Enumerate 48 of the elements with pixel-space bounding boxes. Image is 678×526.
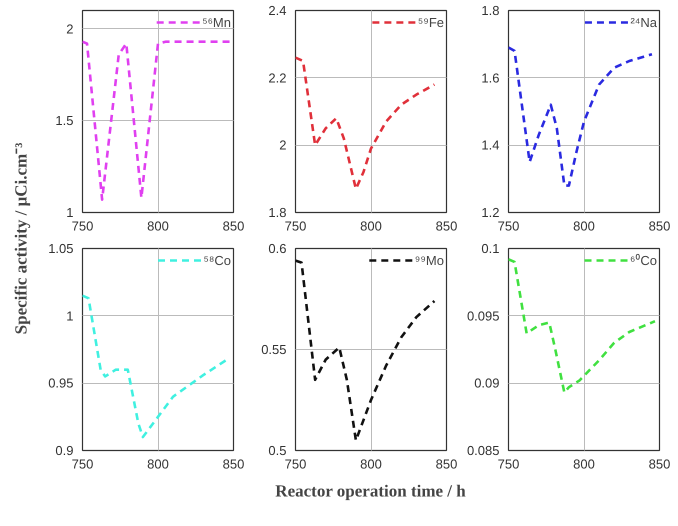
- x-tick-label: 800: [360, 456, 382, 472]
- y-tick-label: 2: [66, 21, 74, 36]
- legend-label: ²⁴Na: [630, 14, 657, 30]
- y-tick-label: 2.2: [268, 70, 287, 86]
- legend-label: ⁶⁰Co: [630, 252, 657, 269]
- y-tick-label: 1: [66, 205, 74, 220]
- x-tick-label: 750: [72, 456, 94, 472]
- legend-label: ⁵⁸Co: [204, 252, 231, 268]
- y-tick-label: 0.6: [268, 241, 287, 256]
- x-tick-label: 850: [222, 456, 244, 472]
- x-tick-label: 750: [498, 456, 520, 472]
- y-tick-label: 0.085: [466, 443, 500, 458]
- y-tick-label: 1.5: [55, 113, 74, 128]
- y-tick-label: 1.2: [481, 205, 500, 220]
- x-axis-title: Reactor operation time / h: [275, 481, 466, 500]
- y-tick-label: 0.95: [48, 376, 74, 391]
- y-tick-label: 1.05: [48, 241, 74, 256]
- legend-label: ⁹⁹Mo: [414, 252, 444, 268]
- x-tick-label: 750: [498, 218, 520, 234]
- y-tick-label: 1.8: [268, 205, 287, 220]
- legend-label: ⁵⁶Mn: [202, 14, 231, 30]
- x-tick-label: 850: [436, 218, 458, 234]
- x-tick-label: 800: [573, 218, 595, 234]
- x-tick-label: 850: [648, 456, 670, 472]
- x-tick-label: 750: [284, 456, 306, 472]
- y-tick-label: 2.4: [268, 3, 287, 18]
- x-tick-label: 800: [147, 218, 169, 234]
- y-axis-title: Specific activity / μCi.cm⁻³: [11, 142, 30, 334]
- y-tick-label: 1: [66, 308, 74, 324]
- y-tick-label: 1.8: [481, 3, 500, 18]
- y-tick-label: 2: [279, 138, 287, 153]
- y-tick-label: 0.1: [481, 241, 500, 256]
- x-tick-label: 750: [72, 218, 94, 234]
- legend-label: ⁵⁹Fe: [418, 14, 444, 30]
- x-tick-label: 750: [284, 218, 306, 234]
- y-tick-label: 0.09: [474, 376, 500, 391]
- y-tick-label: 1.6: [481, 70, 500, 86]
- y-tick-label: 1.4: [481, 138, 500, 153]
- y-tick-label: 0.55: [261, 342, 287, 357]
- x-tick-label: 850: [648, 218, 670, 234]
- y-tick-label: 0.9: [55, 443, 74, 458]
- x-tick-label: 850: [436, 456, 458, 472]
- x-tick-label: 850: [222, 218, 244, 234]
- x-tick-label: 800: [573, 456, 595, 472]
- y-tick-label: 0.095: [466, 308, 500, 324]
- x-tick-label: 800: [360, 218, 382, 234]
- y-tick-label: 0.5: [268, 443, 287, 458]
- x-tick-label: 800: [147, 456, 169, 472]
